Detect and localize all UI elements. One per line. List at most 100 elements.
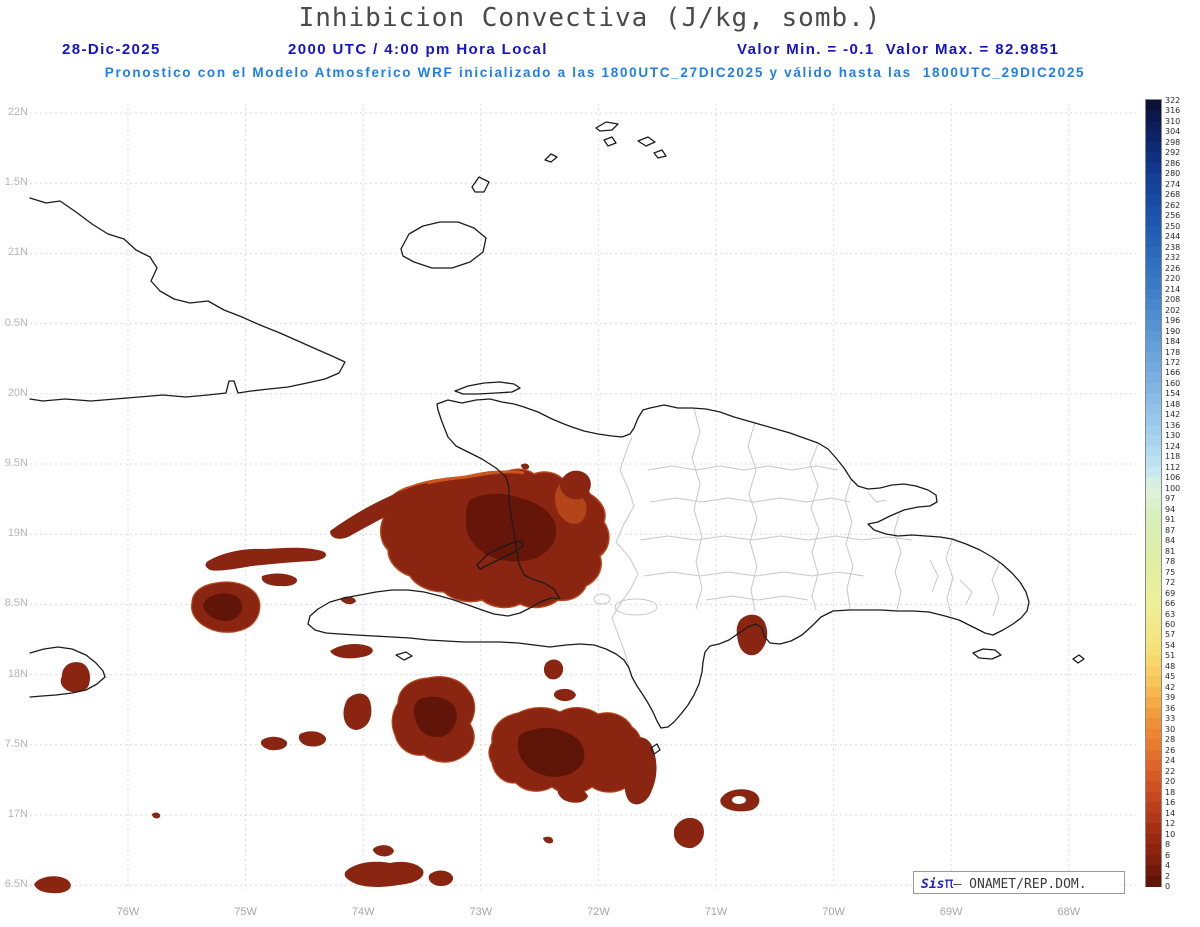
colorbar-segment <box>1146 351 1161 363</box>
colorbar-segment <box>1146 875 1161 887</box>
colorbar-tick-label: 196 <box>1165 316 1181 326</box>
colorbar-segment <box>1146 529 1161 541</box>
colorbar-segment <box>1146 624 1161 636</box>
caicos-island-2 <box>595 121 619 132</box>
run-time: 2000 UTC / 4:00 pm Hora Local <box>288 41 548 58</box>
colorbar-segment <box>1146 508 1161 520</box>
colorbar-tick-label: 60 <box>1165 620 1176 629</box>
org-text: – ONAMET/REP.DOM. <box>953 877 1087 892</box>
colorbar-tick-label: 286 <box>1165 158 1181 168</box>
colorbar-segment <box>1146 697 1161 709</box>
province-boundary <box>691 408 703 610</box>
province-boundary <box>643 571 865 577</box>
colorbar-tick-label: 172 <box>1165 358 1181 367</box>
colorbar-tick-label: 72 <box>1165 578 1176 588</box>
province-boundary <box>991 561 1001 617</box>
colorbar-segment <box>1146 414 1161 426</box>
colorbar-segment <box>1146 320 1161 332</box>
saona-island <box>972 648 1002 660</box>
colorbar-tick-label: 292 <box>1165 148 1181 158</box>
colorbar-segment <box>1146 739 1161 751</box>
cin-region <box>344 861 424 887</box>
colorbar-segment <box>1146 644 1161 657</box>
colorbar-tick-label: 78 <box>1165 557 1176 567</box>
colorbar-segment <box>1146 456 1161 468</box>
colorbar-segment <box>1146 424 1161 436</box>
colorbar-segment <box>1146 362 1161 374</box>
colorbar-tick-label: 75 <box>1165 567 1176 577</box>
grid-layer <box>30 104 1136 890</box>
colorbar-segment <box>1146 403 1161 415</box>
colorbar-tick-label: 262 <box>1165 200 1181 210</box>
colorbar-segment <box>1146 341 1161 353</box>
colorbar-tick-label: 81 <box>1165 546 1176 556</box>
colorbar-tick-label: 208 <box>1165 295 1181 305</box>
colorbar-segment <box>1146 435 1161 447</box>
colorbar-segment <box>1146 686 1161 698</box>
colorbar-tick-label: 316 <box>1165 106 1181 116</box>
cin-region <box>205 547 327 571</box>
colorbar-segment <box>1146 204 1161 216</box>
lat-tick-label: 9.5N <box>4 457 28 469</box>
colorbar-tick-label: 118 <box>1165 452 1181 462</box>
cin-region <box>543 836 554 844</box>
caicos-island-3 <box>603 136 617 147</box>
hispaniola-coastline <box>307 398 1030 729</box>
colorbar-segment <box>1146 561 1161 573</box>
gonave-island <box>476 540 524 570</box>
cin-region <box>372 845 394 857</box>
colorbar-tick-label: 84 <box>1165 536 1176 546</box>
colorbar-segment <box>1146 215 1161 227</box>
admin-boundaries-layer <box>593 408 1001 668</box>
province-boundary <box>649 497 851 503</box>
colorbar-tick-label: 112 <box>1165 462 1181 472</box>
colorbar-tick-label: 8 <box>1165 840 1171 850</box>
lake-enriquillo <box>614 598 658 616</box>
lon-tick-label: 72W <box>587 906 610 918</box>
colorbar-tick-label: 250 <box>1165 221 1181 231</box>
cin-region-core <box>203 593 242 621</box>
colorbar-tick-label: 57 <box>1165 630 1176 640</box>
colorbar-tick-label: 12 <box>1165 819 1176 829</box>
cin-region <box>624 737 657 805</box>
colorbar-segment <box>1146 728 1161 740</box>
lat-tick-label: 6.5N <box>4 878 28 891</box>
colorbar-segment <box>1146 781 1161 793</box>
colorbar-tick-label: 4 <box>1165 861 1171 871</box>
lon-tick-label: 71W <box>704 906 728 918</box>
lat-tick-label: 8.5N <box>4 597 28 610</box>
colorbar-segment <box>1146 131 1161 143</box>
colorbar-tick-label: 238 <box>1165 242 1181 252</box>
page-title: Inhibicion Convectiva (J/kg, somb.) <box>298 3 882 33</box>
colorbar-tick-label: 91 <box>1165 515 1176 525</box>
lon-tick-label: 68W <box>1057 906 1081 918</box>
colorbar-tick-label: 184 <box>1165 337 1181 347</box>
colorbar-segment <box>1146 267 1161 279</box>
colorbar-segment <box>1146 278 1161 290</box>
province-boundary <box>747 421 758 612</box>
cin-region <box>60 662 90 693</box>
colorbar-segment <box>1146 833 1161 845</box>
colorbar-tick-label: 45 <box>1165 672 1176 682</box>
cin-region <box>674 817 704 849</box>
colorbar-segment <box>1146 571 1161 583</box>
colorbar-tick-label: 274 <box>1165 179 1181 189</box>
colorbar-segment <box>1146 246 1161 258</box>
colorbar-segment <box>1146 141 1161 153</box>
cin-region-hole <box>732 796 746 804</box>
cin-region <box>34 876 71 894</box>
lat-tick-label: 1.5N <box>4 176 28 189</box>
coastlines-layer <box>29 121 1085 755</box>
colorbar-segment <box>1146 791 1161 803</box>
cin-region <box>543 659 564 680</box>
colorbar-segment <box>1146 634 1161 646</box>
colorbar-tick-label: 226 <box>1165 263 1181 273</box>
cin-region <box>330 643 373 659</box>
colorbar-tick-label: 160 <box>1165 378 1181 388</box>
colorbar-segment <box>1146 100 1161 112</box>
colorbar-segment <box>1146 802 1161 814</box>
colorbar-tick-label: 28 <box>1165 735 1176 745</box>
colorbar-tick-label: 94 <box>1165 504 1176 514</box>
colorbar-segment <box>1146 718 1161 730</box>
